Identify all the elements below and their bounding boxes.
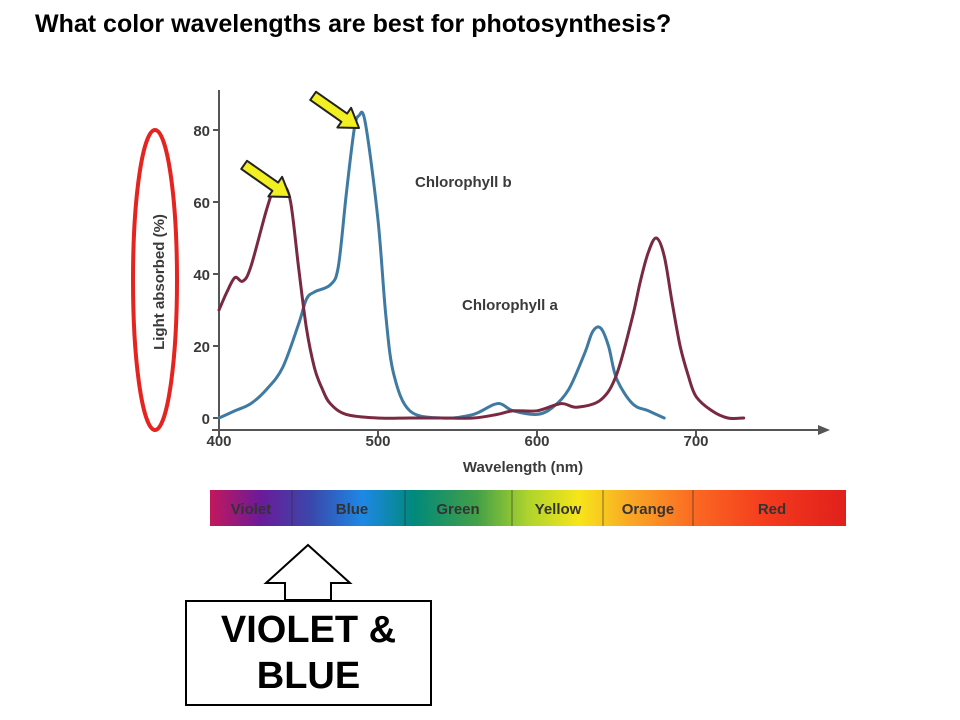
x-ticks: 400 500 600 700: [206, 430, 709, 450]
chlorophyll-a-label: Chlorophyll a: [462, 297, 558, 314]
x-axis-arrowhead: [818, 425, 830, 435]
spectrum-label-yellow: Yellow: [535, 501, 582, 518]
y-axis-title: Light absorbed (%): [151, 214, 168, 350]
x-tick-label: 500: [365, 433, 390, 450]
x-tick-label: 600: [524, 433, 549, 450]
slide-title: What color wavelengths are best for phot…: [35, 10, 672, 38]
x-tick-label: 700: [683, 433, 708, 450]
series-layer: [217, 110, 746, 421]
spectrum-label-green: Green: [436, 501, 479, 518]
y-ticks: 0 20 40 60 80: [193, 123, 219, 428]
spectrum-label-blue: Blue: [336, 501, 369, 518]
arrow-icon-blue-peak: [309, 90, 360, 129]
spectrum-label-red: Red: [758, 501, 786, 518]
y-tick-label: 0: [202, 411, 210, 428]
spectrum-dividers: [291, 490, 694, 526]
up-arrow-icon: [263, 543, 353, 601]
answer-callout: VIOLET & BLUE: [185, 600, 432, 706]
highlight-oval: [131, 128, 179, 432]
y-tick-label: 40: [193, 267, 210, 284]
y-tick-label: 80: [193, 123, 210, 140]
x-axis-title: Wavelength (nm): [463, 459, 583, 476]
chlorophyll-b-label: Chlorophyll b: [415, 174, 512, 191]
x-tick-label: 400: [206, 433, 231, 450]
spectrum-label-violet: Violet: [231, 501, 272, 518]
chlorophyll-b-line: [217, 110, 666, 420]
callout-line-1: VIOLET &: [220, 609, 397, 651]
callout-line-2: BLUE: [256, 655, 361, 697]
spectrum-bar: [210, 490, 846, 526]
y-tick-label: 20: [193, 339, 210, 356]
y-tick-label: 60: [193, 195, 210, 212]
spectrum-label-orange: Orange: [622, 501, 675, 518]
arrow-icon-violet-peak: [240, 159, 291, 198]
